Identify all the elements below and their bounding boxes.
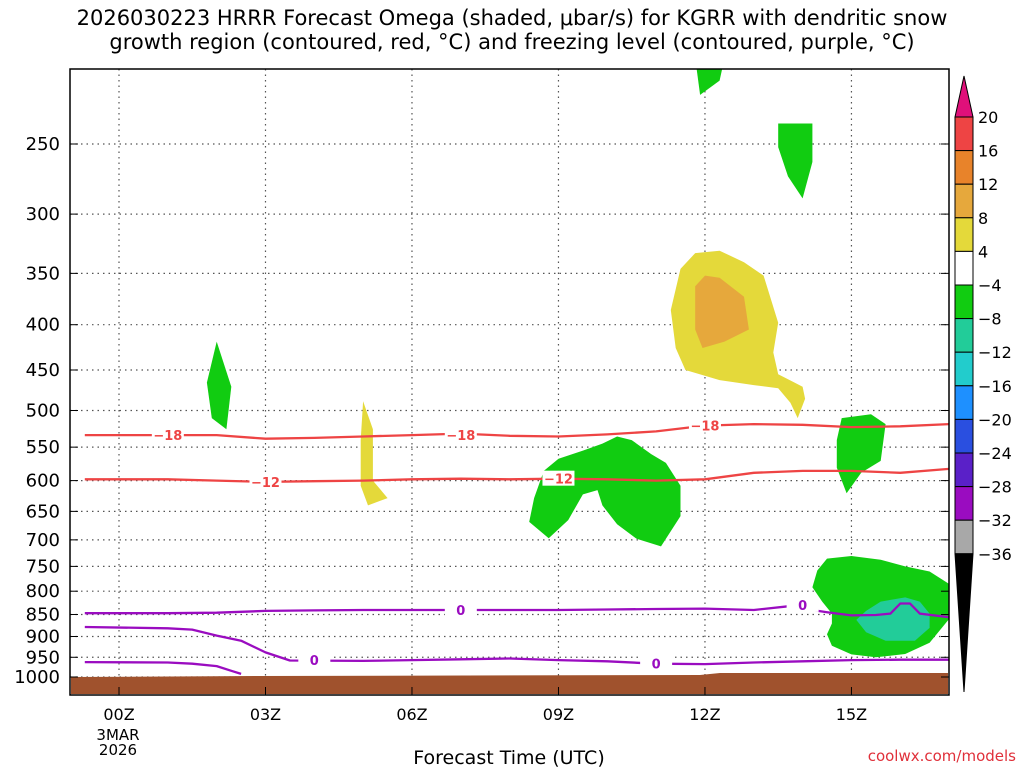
- contour-label-bg: [151, 427, 184, 443]
- contour-label: 0: [798, 599, 807, 614]
- contour-line: [84, 660, 242, 675]
- colorbar-label: −28: [978, 478, 1012, 497]
- colorbar-label: −12: [978, 343, 1012, 362]
- watermark: coolwx.com/models: [868, 747, 1016, 765]
- contour-line: [84, 602, 949, 619]
- x-tick-label: 15Z: [836, 705, 867, 724]
- x-tick-label: 12Z: [689, 705, 720, 724]
- chart-title: 2026030223 HRRR Forecast Omega (shaded, …: [0, 6, 1024, 54]
- omega-region: [856, 597, 930, 641]
- y-tick-label: 500: [26, 401, 60, 422]
- x-tick-label: 06Z: [396, 705, 427, 724]
- title-line-2: growth region (contoured, red, °C) and f…: [109, 30, 915, 54]
- y-axis-ticks: 2503003504004505005506006507007508008509…: [14, 134, 949, 688]
- colorbar-top-arrow: [954, 75, 974, 118]
- contour-label: 0: [456, 604, 465, 619]
- colorbar-bin: [954, 351, 974, 387]
- contour-label-bg: [688, 417, 721, 433]
- colorbar-bin: [954, 250, 974, 286]
- contour-label-bg: [298, 652, 331, 668]
- colorbar-bin: [954, 452, 974, 488]
- colorbar-bin: [954, 150, 974, 185]
- title-line-1: 2026030223 HRRR Forecast Omega (shaded, …: [76, 6, 948, 30]
- contour-label-bg: [444, 601, 477, 617]
- omega-region: [529, 436, 681, 547]
- colorbar-label: 16: [978, 142, 998, 161]
- colorbar-bin: [954, 116, 974, 152]
- date-label-month: 3MAR: [96, 726, 139, 744]
- contour-label: −18: [153, 429, 182, 444]
- y-tick-label: 750: [26, 556, 60, 577]
- colorbar-label: −20: [978, 410, 1012, 429]
- contour-label-bg: [542, 470, 575, 486]
- omega-region: [696, 69, 723, 95]
- colorbar: 20 16 12 8 4 −4 −8 −12 −16 −20 −24 −28 −32 −36: [954, 75, 1012, 693]
- x-tick-label: 09Z: [543, 705, 574, 724]
- colorbar-label: 12: [978, 175, 998, 194]
- colorbar-bin: [954, 418, 974, 454]
- date-label-year: 2026: [99, 741, 137, 759]
- omega-region: [360, 401, 388, 506]
- y-tick-label: 550: [26, 437, 60, 458]
- y-tick-label: 400: [26, 315, 60, 336]
- contour-label: 0: [310, 654, 319, 669]
- colorbar-label: −32: [978, 511, 1012, 530]
- colorbar-bin: [954, 284, 974, 320]
- colorbar-label: 20: [978, 108, 998, 127]
- colorbar-bin: [954, 486, 974, 521]
- omega-region: [695, 275, 749, 348]
- y-tick-label: 250: [26, 134, 60, 155]
- terrain: [71, 673, 948, 694]
- contour-label: −12: [544, 473, 573, 488]
- contour-label-bg: [444, 427, 477, 443]
- colorbar-label: −36: [978, 545, 1012, 564]
- contour-line: [84, 467, 949, 484]
- y-tick-label: 700: [26, 530, 60, 551]
- contour-label-bg: [786, 596, 819, 612]
- x-axis-ticks: 00Z 03Z 06Z 09Z 12Z 15Z: [103, 687, 867, 724]
- colorbar-label: 4: [978, 242, 988, 261]
- terrain-layer: [71, 673, 948, 694]
- contour-label: −18: [446, 429, 475, 444]
- colorbar-label: −24: [978, 444, 1012, 463]
- y-tick-label: 900: [26, 626, 60, 647]
- contour-label: −18: [690, 420, 719, 435]
- y-tick-label: 1000: [14, 667, 60, 688]
- contour-label-bg: [640, 655, 673, 671]
- x-axis-label: Forecast Time (UTC): [413, 747, 604, 768]
- colorbar-bin: [954, 183, 974, 219]
- y-tick-label: 650: [26, 501, 60, 522]
- colorbar-label: −4: [978, 276, 1002, 295]
- colorbar-bin: [954, 217, 974, 252]
- y-tick-label: 300: [26, 204, 60, 225]
- colorbar-bottom-arrow: [954, 553, 974, 693]
- colorbar-bin: [954, 385, 974, 420]
- contour-label-bg: [249, 473, 282, 489]
- y-tick-label: 450: [26, 360, 60, 381]
- contour-label: −12: [251, 476, 280, 491]
- omega-region: [836, 414, 886, 494]
- x-tick-label: 00Z: [103, 705, 134, 724]
- colorbar-label: −16: [978, 377, 1012, 396]
- omega-shading: [206, 69, 949, 658]
- omega-region: [206, 341, 232, 430]
- y-tick-label: 850: [26, 605, 60, 626]
- plot-frame: [69, 68, 950, 696]
- colorbar-bin: [954, 519, 974, 555]
- colorbar-label: −8: [978, 310, 1002, 329]
- y-tick-label: 950: [26, 647, 60, 668]
- contour-label: 0: [652, 658, 661, 673]
- contour-lines: [84, 422, 949, 675]
- x-tick-label: 03Z: [250, 705, 281, 724]
- contour-labels: −18 −18 −18 −12 −12 0 0 0 0: [151, 417, 819, 673]
- contour-line: [84, 422, 949, 440]
- colorbar-label: 8: [978, 209, 988, 228]
- colorbar-bin: [954, 318, 974, 353]
- y-tick-label: 350: [26, 263, 60, 284]
- omega-region: [778, 123, 813, 199]
- contour-line: [84, 625, 949, 666]
- y-tick-label: 600: [26, 471, 60, 492]
- y-tick-label: 800: [26, 581, 60, 602]
